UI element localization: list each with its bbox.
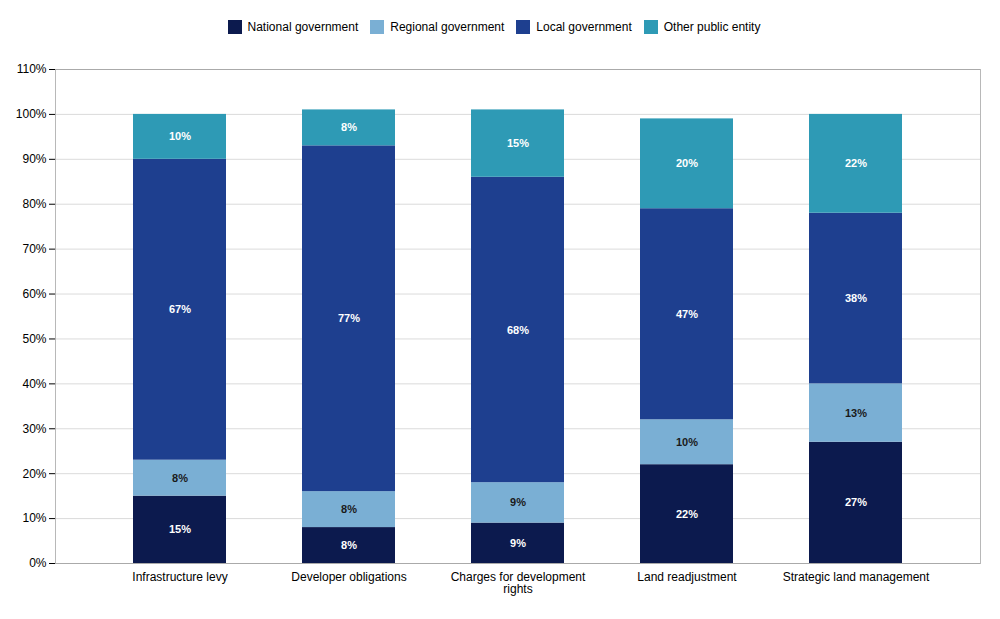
svg-text:9%: 9% xyxy=(510,496,526,508)
svg-text:0%: 0% xyxy=(29,556,47,570)
svg-text:77%: 77% xyxy=(338,312,360,324)
svg-text:13%: 13% xyxy=(845,407,867,419)
svg-text:47%: 47% xyxy=(676,308,698,320)
html-text:National government: National government xyxy=(247,19,359,34)
svg-text:8%: 8% xyxy=(172,472,188,484)
svg-text:22%: 22% xyxy=(845,157,867,169)
svg-text:27%: 27% xyxy=(845,496,867,508)
svg-text:10%: 10% xyxy=(676,436,698,448)
svg-text:Land readjustment: Land readjustment xyxy=(637,570,737,584)
svg-text:8%: 8% xyxy=(341,539,357,551)
svg-text:20%: 20% xyxy=(22,467,46,481)
svg-text:Developer obligations: Developer obligations xyxy=(291,570,406,584)
svg-text:40%: 40% xyxy=(22,377,46,391)
svg-text:68%: 68% xyxy=(507,323,529,335)
svg-text:Charges for developmentrights: Charges for developmentrights xyxy=(451,570,586,596)
svg-text:110%: 110% xyxy=(17,62,47,76)
svg-text:20%: 20% xyxy=(676,157,698,169)
svg-text:9%: 9% xyxy=(510,537,526,549)
svg-text:30%: 30% xyxy=(22,422,46,436)
svg-text:67%: 67% xyxy=(169,303,191,315)
svg-text:38%: 38% xyxy=(845,292,867,304)
html-text:Regional government: Regional government xyxy=(390,19,505,34)
svg-text:100%: 100% xyxy=(16,107,47,121)
svg-text:22%: 22% xyxy=(676,508,698,520)
svg-text:80%: 80% xyxy=(22,197,46,211)
svg-text:Strategic land management: Strategic land management xyxy=(783,570,930,584)
svg-text:70%: 70% xyxy=(22,242,46,256)
svg-text:90%: 90% xyxy=(22,152,46,166)
svg-text:50%: 50% xyxy=(22,332,46,346)
svg-text:8%: 8% xyxy=(341,503,357,515)
svg-text:15%: 15% xyxy=(507,137,529,149)
html-text:Other public entity: Other public entity xyxy=(663,19,761,34)
svg-text:8%: 8% xyxy=(341,121,357,133)
svg-text:10%: 10% xyxy=(169,130,191,142)
svg-text:15%: 15% xyxy=(169,523,191,535)
svg-text:10%: 10% xyxy=(22,511,46,525)
html-text:Local government: Local government xyxy=(536,19,632,34)
svg-text:60%: 60% xyxy=(22,287,46,301)
svg-text:Infrastructure levy: Infrastructure levy xyxy=(132,570,227,584)
